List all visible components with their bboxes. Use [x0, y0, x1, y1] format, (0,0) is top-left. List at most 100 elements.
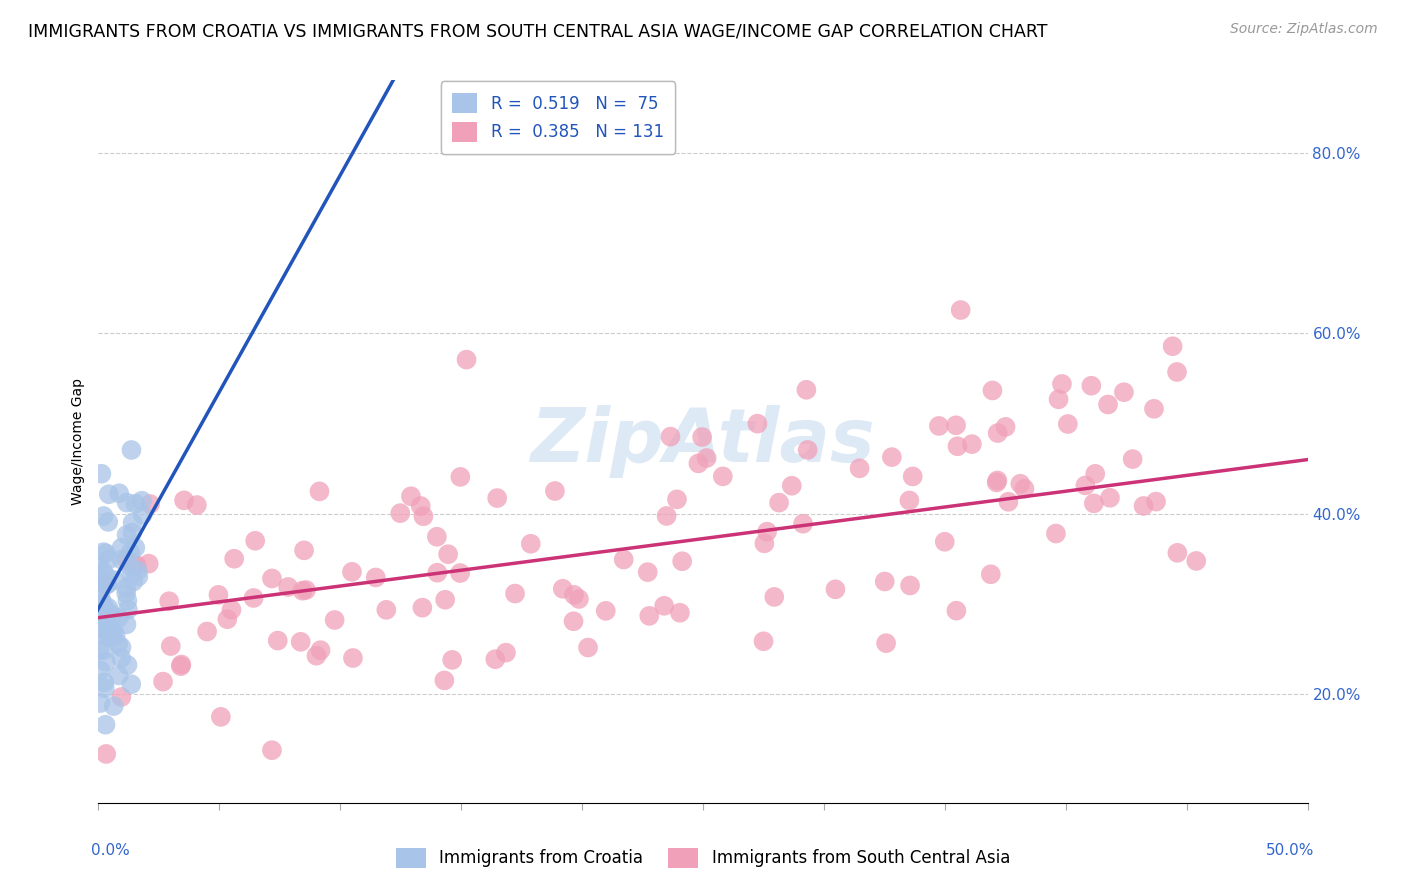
Point: [277, 580, 299, 594]
Legend: R =  0.519   N =  75, R =  0.385   N = 131: R = 0.519 N = 75, R = 0.385 N = 131: [440, 81, 675, 153]
Point: [110, 690, 132, 704]
Point: [115, 528, 138, 542]
Point: [411, 600, 433, 615]
Point: [97, 487, 120, 501]
Legend: Immigrants from Croatia, Immigrants from South Central Asia: Immigrants from Croatia, Immigrants from…: [389, 841, 1017, 875]
Point: [117, 602, 139, 616]
Point: [87, 567, 110, 582]
Point: [898, 493, 921, 508]
Text: Source: ZipAtlas.com: Source: ZipAtlas.com: [1230, 22, 1378, 37]
Text: IMMIGRANTS FROM CROATIA VS IMMIGRANTS FROM SOUTH CENTRAL ASIA WAGE/INCOME GAP CO: IMMIGRANTS FROM CROATIA VS IMMIGRANTS FR…: [28, 22, 1047, 40]
Point: [562, 614, 585, 628]
Point: [170, 657, 193, 672]
Point: [934, 534, 956, 549]
Point: [449, 566, 471, 580]
Point: [997, 495, 1019, 509]
Point: [960, 437, 983, 451]
Point: [756, 524, 779, 539]
Point: [117, 657, 139, 672]
Point: [928, 419, 950, 434]
Point: [1083, 496, 1105, 510]
Point: [1045, 526, 1067, 541]
Point: [139, 497, 162, 511]
Point: [305, 648, 328, 663]
Point: [89, 643, 111, 657]
Point: [121, 525, 143, 540]
Point: [441, 653, 464, 667]
Point: [122, 574, 145, 589]
Point: [173, 493, 195, 508]
Point: [1050, 376, 1073, 391]
Point: [638, 608, 661, 623]
Point: [1185, 554, 1208, 568]
Point: [100, 609, 122, 624]
Point: [101, 629, 124, 643]
Point: [90, 607, 112, 622]
Point: [103, 699, 125, 714]
Point: [98, 622, 121, 636]
Point: [94, 578, 117, 592]
Point: [91, 564, 114, 578]
Point: [91, 575, 114, 590]
Point: [754, 536, 776, 550]
Point: [987, 425, 1010, 440]
Point: [613, 552, 636, 566]
Point: [93, 675, 115, 690]
Point: [101, 624, 124, 639]
Point: [747, 417, 769, 431]
Point: [848, 461, 870, 475]
Point: [159, 639, 181, 653]
Point: [986, 475, 1008, 490]
Point: [669, 606, 692, 620]
Point: [93, 610, 115, 624]
Point: [1122, 452, 1144, 467]
Text: 0.0%: 0.0%: [91, 843, 131, 858]
Point: [96, 747, 118, 761]
Point: [323, 613, 346, 627]
Point: [637, 565, 659, 579]
Point: [433, 673, 456, 688]
Point: [97, 601, 120, 615]
Point: [295, 582, 318, 597]
Point: [97, 515, 120, 529]
Point: [1143, 401, 1166, 416]
Point: [120, 559, 142, 574]
Point: [107, 611, 129, 625]
Point: [120, 567, 142, 582]
Point: [690, 430, 713, 444]
Point: [980, 567, 1002, 582]
Point: [96, 569, 118, 583]
Point: [96, 613, 118, 627]
Point: [170, 659, 193, 673]
Point: [100, 630, 122, 644]
Point: [342, 651, 364, 665]
Point: [824, 582, 846, 597]
Point: [107, 668, 129, 682]
Point: [108, 486, 131, 500]
Point: [93, 622, 115, 636]
Point: [880, 450, 903, 464]
Point: [873, 574, 896, 589]
Point: [568, 591, 591, 606]
Point: [595, 604, 617, 618]
Point: [780, 479, 803, 493]
Point: [209, 710, 232, 724]
Point: [87, 574, 110, 588]
Point: [94, 655, 117, 669]
Point: [503, 586, 526, 600]
Point: [1084, 467, 1107, 481]
Point: [1047, 392, 1070, 407]
Point: [267, 633, 290, 648]
Point: [121, 516, 143, 530]
Point: [115, 495, 138, 509]
Point: [486, 491, 509, 505]
Point: [576, 640, 599, 655]
Y-axis label: Wage/Income Gap: Wage/Income Gap: [72, 378, 86, 505]
Point: [124, 497, 146, 511]
Point: [434, 592, 457, 607]
Point: [875, 636, 897, 650]
Text: 50.0%: 50.0%: [1267, 843, 1315, 858]
Point: [409, 499, 432, 513]
Point: [243, 533, 266, 548]
Point: [104, 628, 127, 642]
